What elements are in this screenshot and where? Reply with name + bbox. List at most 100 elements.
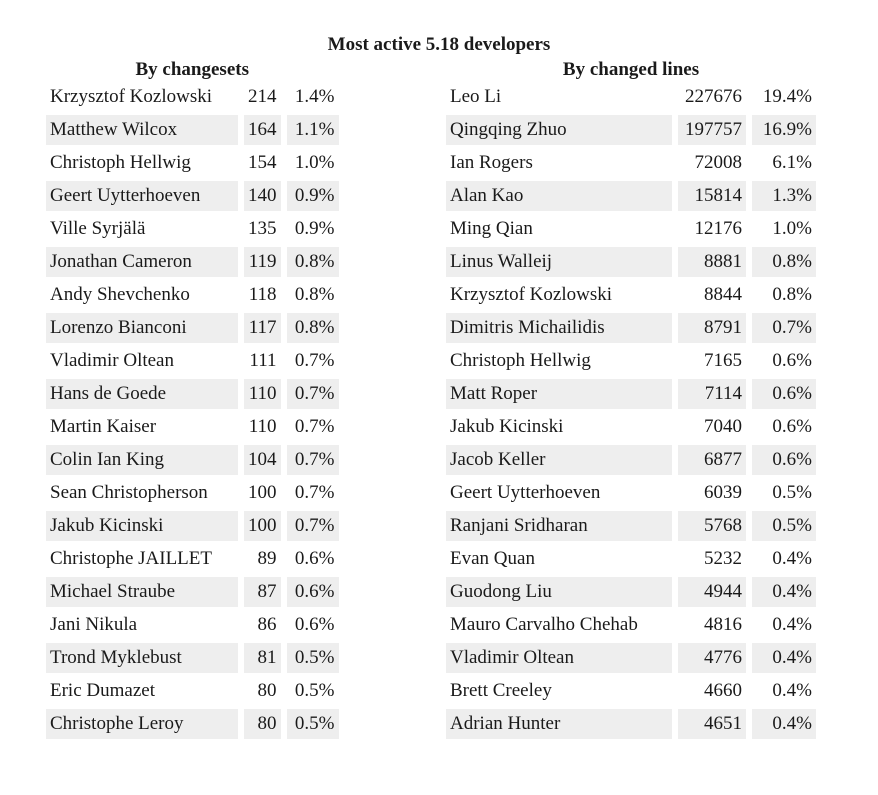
- changed-lines-table: Leo Li 227676 19.4% Qingqing Zhuo 197757 16.9…: [440, 79, 822, 742]
- table-row: Guodong Liu 4944 0.4%: [446, 577, 816, 607]
- change-percent: 0.5%: [772, 482, 812, 503]
- change-percent: 0.4%: [752, 709, 816, 739]
- developer-name: Guodong Liu: [446, 577, 672, 607]
- change-count: 100: [244, 511, 281, 541]
- developer-name: Vladimir Oltean: [50, 350, 174, 371]
- change-percent: 0.7%: [294, 482, 335, 503]
- table-row: Brett Creeley 4660 0.4%: [446, 676, 816, 706]
- developer-name: Andy Shevchenko: [50, 284, 190, 305]
- change-percent: 0.6%: [752, 379, 816, 409]
- developer-name: Eric Dumazet: [50, 680, 155, 701]
- developer-name: Trond Myklebust: [46, 643, 238, 673]
- change-count: 135: [248, 218, 277, 239]
- change-count: 4944: [678, 577, 746, 607]
- change-count: 80: [257, 680, 277, 701]
- table-row: Christoph Hellwig 7165 0.6%: [446, 346, 816, 376]
- change-percent: 0.8%: [294, 284, 335, 305]
- table-row: Ville Syrjälä 135 0.9%: [46, 214, 339, 244]
- developer-name: Ian Rogers: [450, 152, 533, 173]
- change-count: 110: [248, 416, 277, 437]
- developer-name: Geert Uytterhoeven: [46, 181, 238, 211]
- developer-name: Jakub Kicinski: [46, 511, 238, 541]
- developer-name: Adrian Hunter: [446, 709, 672, 739]
- change-count: 197757: [678, 115, 746, 145]
- developer-name: Ming Qian: [450, 218, 533, 239]
- table-row: Ranjani Sridharan 5768 0.5%: [446, 511, 816, 541]
- table-row: Geert Uytterhoeven 140 0.9%: [46, 181, 339, 211]
- change-percent: 0.9%: [294, 218, 335, 239]
- table-row: Lorenzo Bianconi 117 0.8%: [46, 313, 339, 343]
- change-percent: 0.6%: [294, 614, 335, 635]
- table-row: Martin Kaiser 110 0.7%: [46, 412, 339, 442]
- changesets-heading: By changesets: [135, 59, 249, 80]
- developer-name: Krzysztof Kozlowski: [50, 86, 212, 107]
- change-percent: 0.5%: [294, 680, 335, 701]
- developer-name: Lorenzo Bianconi: [46, 313, 238, 343]
- developer-name: Jakub Kicinski: [450, 416, 564, 437]
- change-percent: 0.4%: [752, 577, 816, 607]
- developer-name: Evan Quan: [450, 548, 535, 569]
- table-row: Jacob Keller 6877 0.6%: [446, 445, 816, 475]
- change-percent: 0.6%: [286, 577, 339, 607]
- change-percent: 0.8%: [286, 313, 339, 343]
- change-percent: 0.4%: [772, 614, 812, 635]
- table-row: Matthew Wilcox 164 1.1%: [46, 115, 339, 145]
- table-row: Mauro Carvalho Chehab 4816 0.4%: [446, 610, 816, 640]
- table-row: Krzysztof Kozlowski 8844 0.8%: [446, 280, 816, 310]
- table-row: Jakub Kicinski 7040 0.6%: [446, 412, 816, 442]
- developer-name: Jonathan Cameron: [46, 247, 238, 277]
- change-percent: 1.3%: [752, 181, 816, 211]
- change-percent: 0.4%: [772, 680, 812, 701]
- changesets-panel: By changesets Krzysztof Kozlowski 214 1.4%…: [46, 58, 339, 742]
- change-count: 117: [244, 313, 281, 343]
- developer-name: Sean Christopherson: [50, 482, 208, 503]
- developer-name: Dimitris Michailidis: [446, 313, 672, 343]
- change-count: 227676: [685, 86, 742, 107]
- change-percent: 0.6%: [772, 416, 812, 437]
- change-count: 8844: [704, 284, 742, 305]
- table-row: Adrian Hunter 4651 0.4%: [446, 709, 816, 739]
- developer-name: Qingqing Zhuo: [446, 115, 672, 145]
- developer-name: Christophe JAILLET: [50, 548, 213, 569]
- change-count: 81: [244, 643, 281, 673]
- table-row: Matt Roper 7114 0.6%: [446, 379, 816, 409]
- developer-name: Matt Roper: [446, 379, 672, 409]
- change-count: 7114: [678, 379, 746, 409]
- change-percent: 1.1%: [286, 115, 339, 145]
- change-count: 80: [244, 709, 281, 739]
- table-row: Jakub Kicinski 100 0.7%: [46, 511, 339, 541]
- change-count: 72008: [694, 152, 743, 173]
- table-row: Jonathan Cameron 119 0.8%: [46, 247, 339, 277]
- change-count: 110: [244, 379, 281, 409]
- table-row: Leo Li 227676 19.4%: [446, 82, 816, 112]
- table-row: Eric Dumazet 80 0.5%: [46, 676, 339, 706]
- table-row: Jani Nikula 86 0.6%: [46, 610, 339, 640]
- change-count: 4776: [678, 643, 746, 673]
- change-percent: 0.8%: [286, 247, 339, 277]
- change-percent: 0.9%: [286, 181, 339, 211]
- developer-name: Leo Li: [450, 86, 502, 107]
- change-count: 7165: [704, 350, 742, 371]
- table-row: Christophe Leroy 80 0.5%: [46, 709, 339, 739]
- change-count: 154: [248, 152, 277, 173]
- change-count: 119: [244, 247, 281, 277]
- change-count: 12176: [694, 218, 743, 239]
- table-row: Christophe JAILLET 89 0.6%: [46, 544, 339, 574]
- table-row: Michael Straube 87 0.6%: [46, 577, 339, 607]
- changesets-table-body: Krzysztof Kozlowski 214 1.4% Matthew Wilcox…: [46, 82, 339, 739]
- change-percent: 1.0%: [294, 152, 335, 173]
- developer-name: Geert Uytterhoeven: [450, 482, 601, 503]
- change-percent: 0.7%: [286, 511, 339, 541]
- table-row: Krzysztof Kozlowski 214 1.4%: [46, 82, 339, 112]
- change-count: 4660: [704, 680, 742, 701]
- developer-name: Ville Syrjälä: [50, 218, 146, 239]
- change-count: 6039: [704, 482, 742, 503]
- change-percent: 0.6%: [752, 445, 816, 475]
- table-row: Andy Shevchenko 118 0.8%: [46, 280, 339, 310]
- developer-name: Martin Kaiser: [50, 416, 157, 437]
- developer-name: Matthew Wilcox: [46, 115, 238, 145]
- developer-name: Mauro Carvalho Chehab: [450, 614, 638, 635]
- change-count: 89: [257, 548, 277, 569]
- change-percent: 0.4%: [772, 548, 812, 569]
- change-percent: 0.7%: [286, 379, 339, 409]
